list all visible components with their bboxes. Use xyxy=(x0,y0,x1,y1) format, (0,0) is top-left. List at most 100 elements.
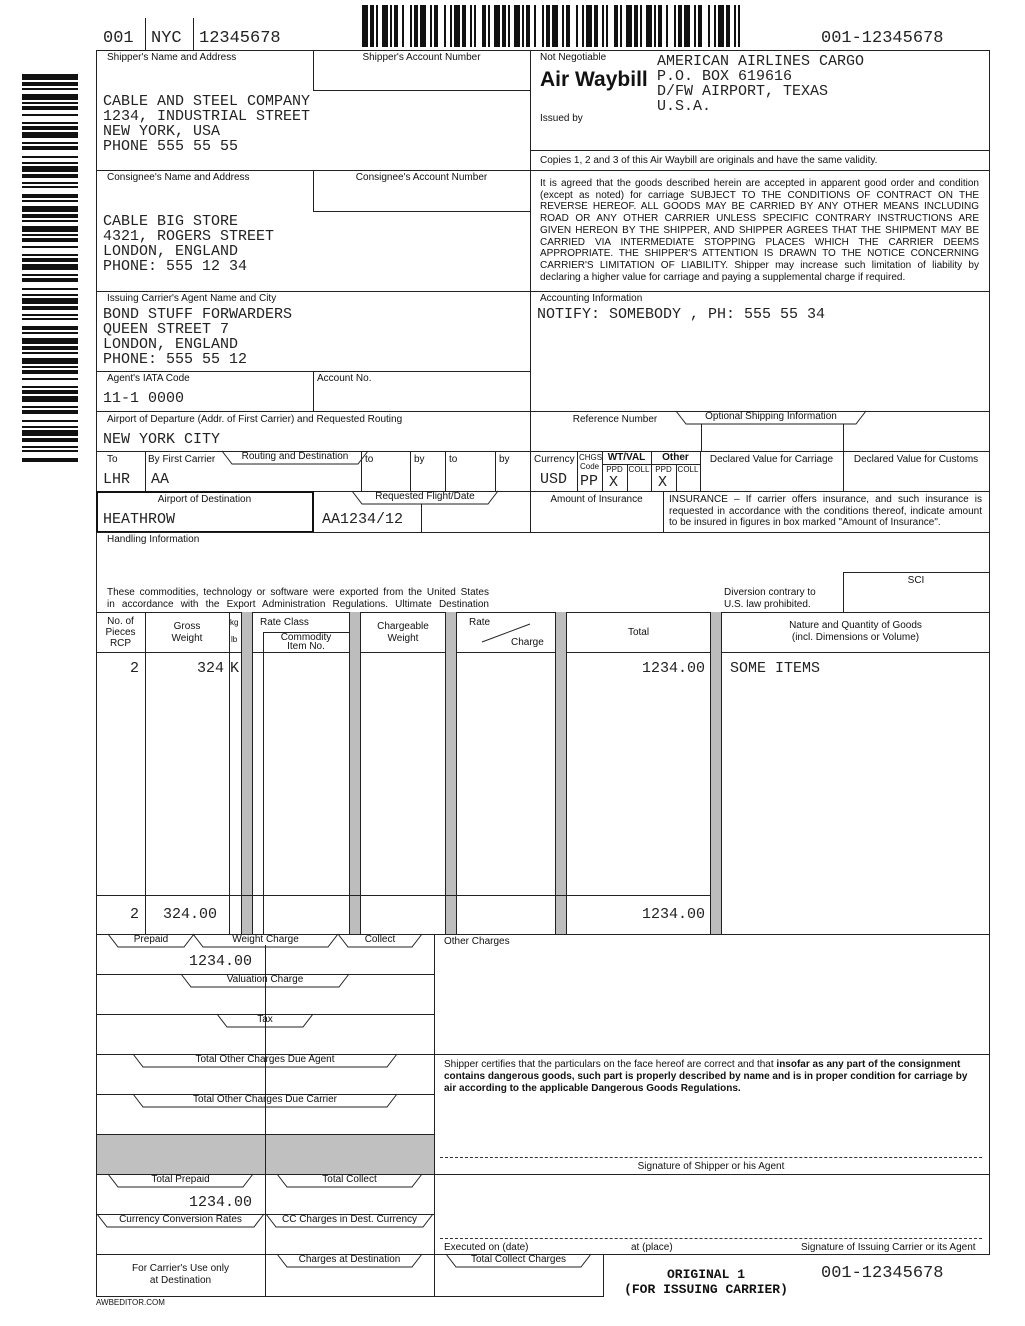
chargeable-weight-header: Chargeable Weight xyxy=(361,621,445,645)
consignee-line-4[interactable]: PHONE: 555 12 34 xyxy=(103,258,248,275)
commodity-header: Commodity Item No. xyxy=(263,632,349,652)
agent-line-1[interactable]: BOND STUFF FORWARDERS xyxy=(103,306,293,323)
divider xyxy=(96,612,990,613)
agent-line-4[interactable]: PHONE: 555 55 12 xyxy=(103,351,248,368)
barcode-bar xyxy=(606,5,608,47)
gross-weight-header: Gross Weight xyxy=(145,621,229,645)
requested-flight-value[interactable]: AA1234/12 xyxy=(322,511,404,528)
barcode-bar xyxy=(450,5,452,47)
prepaid-label: Prepaid xyxy=(108,934,194,947)
barcode-bar xyxy=(634,5,638,47)
routing-destination-label: Routing and Destination xyxy=(222,451,368,464)
barcode-bar xyxy=(698,5,702,47)
currency-value[interactable]: USD xyxy=(540,471,568,488)
carrier-use-text-2: at Destination xyxy=(149,1275,212,1286)
weight-charge-label: Weight Charge xyxy=(193,934,338,947)
barcode-bar xyxy=(678,5,682,47)
barcode-bar xyxy=(674,5,676,47)
divider xyxy=(96,1296,604,1297)
barcode-bar xyxy=(494,5,500,47)
awb-number-bottom: 001-12345678 xyxy=(821,1264,944,1283)
total-prepaid-value[interactable]: 1234.00 xyxy=(189,1194,253,1211)
barcode-bar xyxy=(718,5,724,47)
destination-value[interactable]: HEATHROW xyxy=(103,511,176,528)
row-pieces[interactable]: 2 xyxy=(129,660,139,677)
row-nature[interactable]: SOME ITEMS xyxy=(730,660,821,677)
accounting-value[interactable]: NOTIFY: SOMEBODY , PH: 555 55 34 xyxy=(537,306,826,323)
agent-line-2[interactable]: QUEEN STREET 7 xyxy=(103,321,230,338)
barcode-bar xyxy=(22,162,78,164)
total-collect-charges-text: Total Collect Charges xyxy=(470,1254,567,1265)
barcode-bar xyxy=(22,318,78,320)
by3-label: by xyxy=(499,454,510,465)
charges-destination-label: Charges at Destination xyxy=(277,1254,422,1267)
label-frame xyxy=(133,1054,397,1067)
consignee-line-2[interactable]: 4321, ROGERS STREET xyxy=(103,228,275,245)
barcode-bar xyxy=(444,5,446,47)
row-unit[interactable]: K xyxy=(230,660,240,677)
barcode-bar xyxy=(582,5,584,47)
shipper-line-2[interactable]: 1234, INDUSTRIAL STREET xyxy=(103,108,311,125)
barcode-bar xyxy=(22,346,78,350)
shipper-line-1[interactable]: CABLE AND STEEL COMPANY xyxy=(103,93,311,110)
conversion-rates-label: Currency Conversion Rates xyxy=(97,1214,264,1227)
barcode-bar xyxy=(22,220,78,222)
first-carrier-value[interactable]: AA xyxy=(151,471,170,488)
barcode-bar xyxy=(22,326,78,330)
label-frame xyxy=(108,1174,253,1187)
row-total[interactable]: 1234.00 xyxy=(641,660,705,677)
other-ppd-label: PPD xyxy=(655,465,672,474)
barcode-bar xyxy=(22,306,78,310)
divider xyxy=(145,451,146,491)
divider xyxy=(145,18,146,50)
pieces-header-3: RCP xyxy=(109,638,132,649)
total-prepaid-label: Total Prepaid xyxy=(108,1174,253,1187)
barcode-bar xyxy=(22,278,78,282)
divider xyxy=(96,170,990,171)
divider xyxy=(265,945,266,1296)
shipper-line-4[interactable]: PHONE 555 55 55 xyxy=(103,138,239,155)
total-collect-label: Total Collect xyxy=(277,1174,422,1187)
other-ppd-value[interactable]: X xyxy=(658,474,668,491)
code-label: Code xyxy=(580,462,600,471)
iata-code-value[interactable]: 11-1 0000 xyxy=(103,390,185,407)
barcode-bar xyxy=(734,5,736,47)
wtval-ppd-value[interactable]: X xyxy=(609,474,619,491)
wtval-label: WT/VAL xyxy=(607,452,646,463)
commodity-header-2: Item No. xyxy=(287,641,325,652)
barcode-bar xyxy=(22,358,78,364)
barcode-bar xyxy=(602,5,604,47)
awb-number-top: 001-12345678 xyxy=(821,29,944,48)
divider xyxy=(96,934,990,935)
barcode-bar xyxy=(470,5,472,47)
serial-number: 12345678 xyxy=(199,29,281,48)
commodity-header-1: Commodity xyxy=(280,632,332,643)
agent-line-3[interactable]: LONDON, ENGLAND xyxy=(103,336,239,353)
label-frame xyxy=(338,934,422,947)
barcode-bar xyxy=(22,166,78,172)
barcode-bar xyxy=(22,426,78,428)
divider xyxy=(313,90,530,91)
barcode-bar xyxy=(22,446,78,448)
divider xyxy=(96,1174,990,1175)
consignee-line-1[interactable]: CABLE BIG STORE xyxy=(103,213,239,230)
prepaid-text: Prepaid xyxy=(133,934,169,945)
shipper-line-3[interactable]: NEW YORK, USA xyxy=(103,123,221,140)
rate-class-header: Rate Class xyxy=(260,617,309,628)
divider xyxy=(96,491,990,492)
origin-code: NYC xyxy=(151,29,182,48)
weight-charge-prepaid[interactable]: 1234.00 xyxy=(189,953,253,970)
departure-value[interactable]: NEW YORK CITY xyxy=(103,431,221,448)
barcode-bar xyxy=(594,5,598,47)
divider xyxy=(434,934,435,1296)
row-gross-weight[interactable]: 324 xyxy=(196,660,224,677)
barcode-bar xyxy=(22,200,78,202)
consignee-line-3[interactable]: LONDON, ENGLAND xyxy=(103,243,239,260)
column-separator xyxy=(445,612,457,934)
to-value[interactable]: LHR xyxy=(103,471,131,488)
barcode-bar xyxy=(22,378,78,380)
valuation-charge-text: Valuation Charge xyxy=(226,974,304,985)
chgs-value[interactable]: PP xyxy=(580,473,599,490)
barcode-bar xyxy=(22,254,78,256)
barcode-bar xyxy=(474,5,476,47)
